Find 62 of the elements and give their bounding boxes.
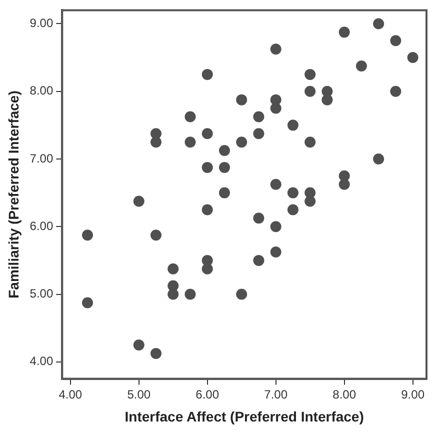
y-tick-label: 7.00: [30, 151, 54, 166]
point: [218, 187, 230, 198]
point: [150, 348, 162, 359]
x-tick-label: 8.00: [332, 387, 356, 402]
y-tick-label: 5.00: [30, 286, 54, 301]
point: [202, 263, 213, 274]
point: [236, 288, 248, 300]
point: [338, 26, 350, 38]
point: [407, 52, 418, 64]
point: [253, 212, 264, 224]
x-tick-label: 6.00: [196, 387, 220, 402]
y-tick-label: 4.00: [30, 354, 54, 368]
point: [218, 145, 230, 156]
x-tick-label: 9.00: [401, 387, 425, 402]
point: [236, 136, 248, 148]
x-tick-label: 5.00: [127, 387, 151, 402]
point: [168, 263, 179, 274]
point: [202, 162, 213, 173]
point: [270, 178, 282, 190]
point: [373, 18, 384, 30]
point: [304, 86, 316, 97]
point: [356, 60, 367, 72]
point: [236, 94, 248, 106]
y-tick-label: 6.00: [30, 218, 54, 233]
point: [270, 246, 282, 258]
point: [390, 35, 402, 46]
point: [270, 44, 282, 55]
point: [304, 68, 316, 80]
point: [287, 204, 298, 216]
point: [82, 230, 93, 241]
y-tick-label: 8.00: [30, 84, 54, 98]
point: [133, 196, 144, 207]
point: [253, 111, 264, 122]
point: [304, 196, 316, 207]
point: [253, 254, 264, 266]
point: [150, 230, 162, 241]
point: [253, 128, 264, 140]
point: [168, 288, 179, 300]
x-tick-label: 7.00: [264, 387, 288, 402]
point: [270, 102, 282, 114]
point: [184, 111, 196, 122]
point: [82, 297, 93, 308]
point: [202, 68, 213, 80]
point: [150, 136, 162, 148]
x-axis-title: Interface Affect (Preferred Interface): [124, 408, 364, 424]
point: [287, 120, 298, 131]
point: [304, 136, 316, 148]
point: [270, 221, 282, 232]
point: [202, 128, 213, 140]
point: [184, 136, 196, 148]
point: [287, 187, 298, 198]
point: [390, 86, 402, 97]
y-axis-title: Familiarity (Preferred Interface): [5, 90, 22, 298]
point: [133, 339, 144, 350]
point: [373, 153, 384, 164]
point: [184, 288, 196, 300]
point: [338, 178, 350, 190]
x-tick-label: 4.00: [58, 387, 82, 402]
point: [322, 94, 333, 106]
y-tick-label: 9.00: [30, 16, 54, 30]
point: [218, 162, 230, 173]
point: [202, 204, 213, 216]
